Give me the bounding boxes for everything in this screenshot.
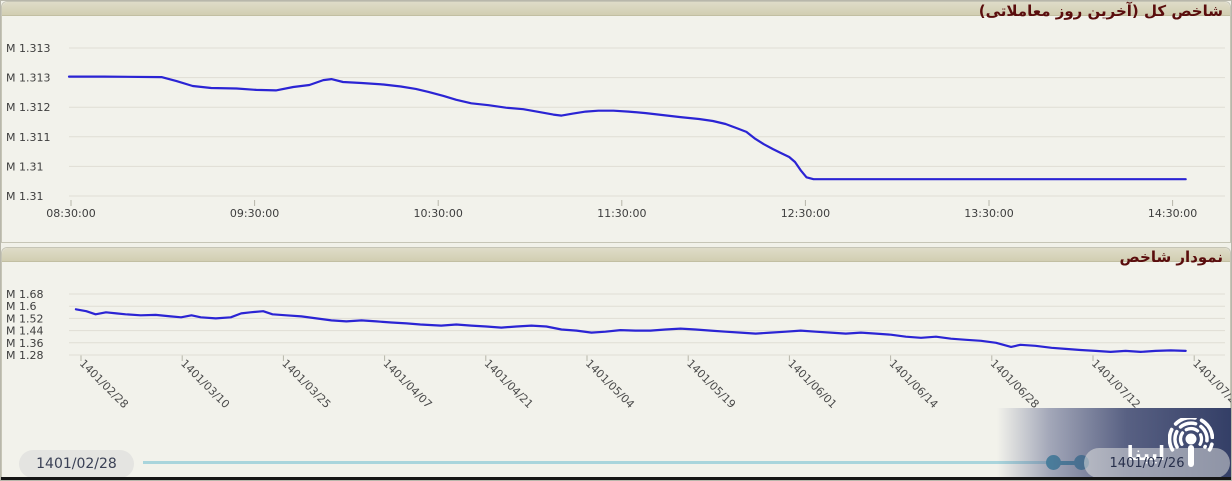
y-tick-label: M 1.311 <box>6 131 50 144</box>
y-tick-label: M 1.28 <box>6 349 43 362</box>
x-tick-label: 1401/06/01 <box>785 357 839 411</box>
x-tick-label: 1401/07/26 <box>1190 357 1232 411</box>
x-tick-label: 1401/05/19 <box>684 357 738 411</box>
range-start-badge: 1401/02/28 <box>19 450 134 478</box>
y-tick-label: M 1.68 <box>6 288 43 301</box>
y-tick-label: M 1.31 <box>6 160 43 173</box>
x-tick-label: 1401/03/10 <box>178 357 232 411</box>
x-tick-label: 1401/04/21 <box>482 357 536 411</box>
gridlines <box>69 293 1225 356</box>
y-tick-label: M 1.313 <box>6 42 50 55</box>
intraday-panel-titlebar <box>2 2 1230 16</box>
x-tick-label: 1401/02/28 <box>77 357 131 411</box>
range-end-badge <box>1084 448 1230 478</box>
x-tick-label: 1401/04/07 <box>380 357 434 411</box>
x-tick-label: 10:30:00 <box>413 207 462 220</box>
x-tick-label: 1401/06/28 <box>988 357 1042 411</box>
x-axis-labels: 08:30:00 09:30:00 10:30:00 11:30:00 12:30:00… <box>46 200 1197 220</box>
y-tick-label: M 1.44 <box>6 325 43 338</box>
index-line <box>74 308 1187 353</box>
x-tick-label: 09:30:00 <box>230 207 279 220</box>
x-tick-label: 1401/07/12 <box>1089 357 1143 411</box>
x-tick-label: 14:30:00 <box>1148 207 1197 220</box>
y-tick-label: M 1.31 <box>6 190 43 203</box>
y-axis-labels: M 1.68M 1.6M 1.52M 1.44M 1.36M 1.28 <box>6 288 43 362</box>
range-end-date-label: 1401/07/26 <box>1109 456 1185 471</box>
x-tick-label: 13:30:00 <box>964 207 1013 220</box>
x-tick-label: 1401/05/04 <box>583 357 637 411</box>
history-index-chart[interactable]: M 1.68M 1.6M 1.52M 1.44M 1.36M 1.28 1401/… <box>1 261 1232 479</box>
y-tick-label: M 1.6 <box>6 300 36 313</box>
x-tick-label: 1401/06/14 <box>886 357 940 411</box>
broadcast-signal-icon <box>1168 418 1214 467</box>
logo-center-dot <box>1185 433 1197 445</box>
y-tick-label: M 1.312 <box>6 101 50 114</box>
x-tick-label: 12:30:00 <box>781 207 830 220</box>
bottom-bar <box>1 477 1231 480</box>
slider-track[interactable] <box>143 461 1053 464</box>
intraday-panel <box>1 1 1231 243</box>
y-axis-labels: M 1.313 M 1.313 M 1.312 M 1.311 M 1.31 M 1.31 <box>6 42 50 203</box>
history-panel-titlebar <box>2 248 1230 262</box>
x-tick-label: 08:30:00 <box>46 207 95 220</box>
logo-stem <box>1188 445 1194 467</box>
y-tick-label: M 1.52 <box>6 312 43 325</box>
intraday-chart-title: شاخص کل (آخرین روز معاملاتی) <box>978 2 1223 20</box>
gridlines <box>69 47 1225 197</box>
ibena-logo-text: ایبنا <box>1126 441 1165 465</box>
x-tick-label: 1401/03/25 <box>279 357 333 411</box>
history-chart-title: نمودار شاخص <box>1119 248 1223 266</box>
x-axis-labels: 1401/02/28 1401/03/10 1401/03/25 1401/04/07… <box>77 355 1232 411</box>
y-tick-label: M 1.313 <box>6 72 50 85</box>
y-tick-label: M 1.36 <box>6 337 43 350</box>
index-line <box>67 75 1187 181</box>
x-tick-label: 11:30:00 <box>597 207 646 220</box>
